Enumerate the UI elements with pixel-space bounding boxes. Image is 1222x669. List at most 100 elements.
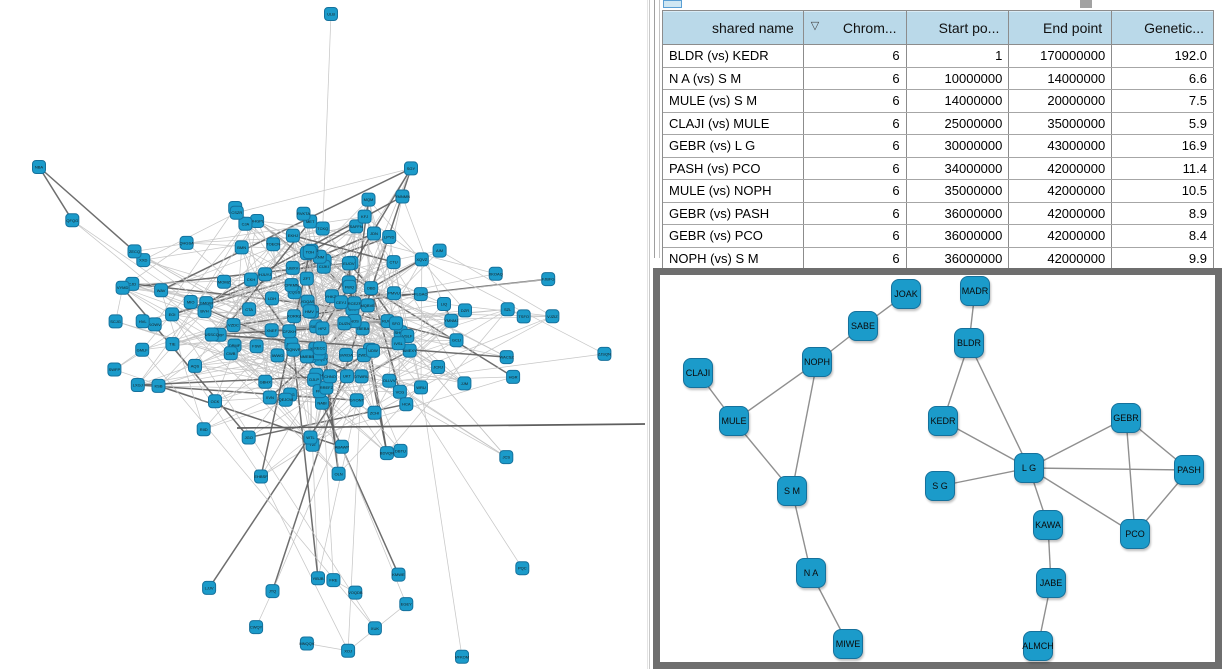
table-cell[interactable]: 192.0 xyxy=(1112,45,1214,67)
network-edge[interactable] xyxy=(214,397,270,402)
network-node[interactable]: YMNMJ xyxy=(444,313,458,328)
network-edge[interactable] xyxy=(158,343,292,387)
table-cell[interactable]: CLAJI (vs) MULE xyxy=(663,112,804,134)
network-node[interactable]: CWQY xyxy=(249,620,264,635)
table-row[interactable]: N A (vs) S M 6 10000000 14000000 6.6 xyxy=(663,67,1214,90)
network-node[interactable]: UKT xyxy=(340,369,354,384)
network-node[interactable]: OLN xyxy=(331,466,346,481)
network-node[interactable]: CHNO xyxy=(323,369,337,384)
network-node[interactable]: HPZ xyxy=(315,321,330,336)
network-node[interactable]: EOI xyxy=(165,307,180,322)
network-node[interactable]: XQVZ xyxy=(414,252,429,267)
network-node[interactable]: FLGAO xyxy=(413,287,428,302)
network-node-joak[interactable]: JOAK xyxy=(891,279,921,309)
network-edge[interactable] xyxy=(310,303,445,438)
network-edge[interactable] xyxy=(361,376,507,458)
network-edge[interactable] xyxy=(1028,467,1190,471)
network-node[interactable]: LXGJ xyxy=(130,378,145,392)
network-edge[interactable] xyxy=(260,251,311,477)
table-row[interactable]: GEBR (vs) PASH 6 36000000 42000000 8.9 xyxy=(663,202,1214,225)
network-node[interactable]: SZL xyxy=(500,302,515,317)
table-cell[interactable]: 6 xyxy=(804,180,907,202)
network-node[interactable]: XVN xyxy=(262,390,277,405)
network-node[interactable]: JCRJ xyxy=(431,360,446,374)
network-node[interactable]: HVL xyxy=(135,314,150,329)
network-edge[interactable] xyxy=(439,250,553,317)
table-cell[interactable]: 5.9 xyxy=(1112,112,1214,134)
network-node[interactable]: ZFT xyxy=(299,271,314,286)
network-edge[interactable] xyxy=(160,167,412,291)
network-node[interactable]: OCK xyxy=(208,394,222,409)
network-edge[interactable] xyxy=(236,423,646,429)
network-edge[interactable] xyxy=(322,13,332,229)
network-node[interactable]: AMEXY xyxy=(403,343,417,358)
network-node[interactable]: USSCQ xyxy=(205,327,219,342)
table-cell[interactable]: 14000000 xyxy=(1009,67,1113,89)
network-node[interactable]: FWQ xyxy=(342,279,357,294)
network-edge[interactable] xyxy=(211,333,507,358)
network-node[interactable]: SFO xyxy=(389,316,403,331)
table-cell[interactable]: 6 xyxy=(804,202,907,224)
table-cell[interactable]: BLDR (vs) KEDR xyxy=(663,45,804,67)
network-edge[interactable] xyxy=(171,314,376,629)
network-edge[interactable] xyxy=(194,243,274,367)
network-node[interactable]: TIE xyxy=(165,337,180,352)
network-node[interactable]: VJZIZ xyxy=(545,309,560,324)
network-edge[interactable] xyxy=(791,361,818,492)
network-edge[interactable] xyxy=(264,298,273,382)
network-edge[interactable] xyxy=(319,353,605,392)
network-node[interactable]: CWB xyxy=(223,346,238,361)
table-cell[interactable]: 36000000 xyxy=(907,225,1010,247)
network-node[interactable]: VYMD xyxy=(115,280,130,295)
table-cell[interactable]: 20000000 xyxy=(1009,90,1113,112)
network-node[interactable]: VFKOM xyxy=(455,649,469,664)
table-cell[interactable]: 34000000 xyxy=(907,157,1010,179)
table-cell[interactable]: 25000000 xyxy=(907,112,1010,134)
network-edge[interactable] xyxy=(388,380,507,458)
network-node[interactable]: UBXV xyxy=(285,260,300,275)
network-edge[interactable] xyxy=(72,220,213,335)
table-cell[interactable]: GEBR (vs) PCO xyxy=(663,225,804,247)
network-node[interactable]: MIO xyxy=(183,295,198,309)
network-node[interactable]: OLLVV xyxy=(382,373,397,388)
network-edge[interactable] xyxy=(319,390,388,454)
large-network-canvas[interactable]: XORRZQFUJPSAFFNYHKZZQHGPLGMGWSGYKOWVMOMZ… xyxy=(0,0,650,669)
network-node[interactable]: KMWE xyxy=(391,567,406,582)
network-node[interactable]: BVH xyxy=(197,304,212,319)
network-node[interactable]: GMLF xyxy=(135,342,150,357)
network-node[interactable]: XUK xyxy=(367,621,382,636)
network-node[interactable]: JJM xyxy=(457,376,472,391)
network-node[interactable]: GYONT xyxy=(350,393,365,408)
network-edge[interactable] xyxy=(292,234,394,263)
network-edge[interactable] xyxy=(292,349,319,579)
network-node[interactable]: CFZKH xyxy=(282,324,297,339)
network-edge[interactable] xyxy=(344,322,507,358)
network-node-madr[interactable]: MADR xyxy=(960,276,990,306)
network-edge[interactable] xyxy=(363,261,394,356)
network-node-claji[interactable]: CLAJI xyxy=(683,358,713,388)
network-edge[interactable] xyxy=(233,324,292,345)
table-cell[interactable]: 1 xyxy=(907,45,1010,67)
column-header-chromosome[interactable]: ▽ Chrom... xyxy=(804,11,907,44)
network-edge[interactable] xyxy=(154,207,236,325)
network-edge[interactable] xyxy=(260,366,439,477)
network-node[interactable]: BMN xyxy=(234,240,249,255)
table-cell[interactable]: 43000000 xyxy=(1009,135,1113,157)
table-cell[interactable]: 42000000 xyxy=(1009,247,1113,269)
table-cell[interactable]: PASH (vs) PCO xyxy=(663,157,804,179)
network-node[interactable]: SVKDA xyxy=(339,347,353,362)
network-node[interactable]: FJBFG xyxy=(541,272,556,287)
table-row[interactable]: MULE (vs) NOPH 6 35000000 42000000 10.5 xyxy=(663,180,1214,203)
small-network-panel[interactable]: JOAK MADR SABE BLDR NOPH CLAJI GEBR MULE KEDR L G… xyxy=(653,268,1222,669)
clipped-tab-fragment[interactable] xyxy=(663,0,682,8)
table-cell[interactable]: 30000000 xyxy=(907,135,1010,157)
network-edge[interactable] xyxy=(369,259,423,350)
network-edge[interactable] xyxy=(311,250,322,359)
network-node[interactable]: SWFP xyxy=(107,362,122,377)
network-edge[interactable] xyxy=(194,365,320,392)
network-node[interactable]: EUOV xyxy=(341,256,356,271)
network-edge[interactable] xyxy=(364,216,465,384)
network-node-pash[interactable]: PASH xyxy=(1174,455,1204,485)
network-edge[interactable] xyxy=(186,242,322,360)
network-node-pco[interactable]: PCO xyxy=(1120,519,1150,549)
